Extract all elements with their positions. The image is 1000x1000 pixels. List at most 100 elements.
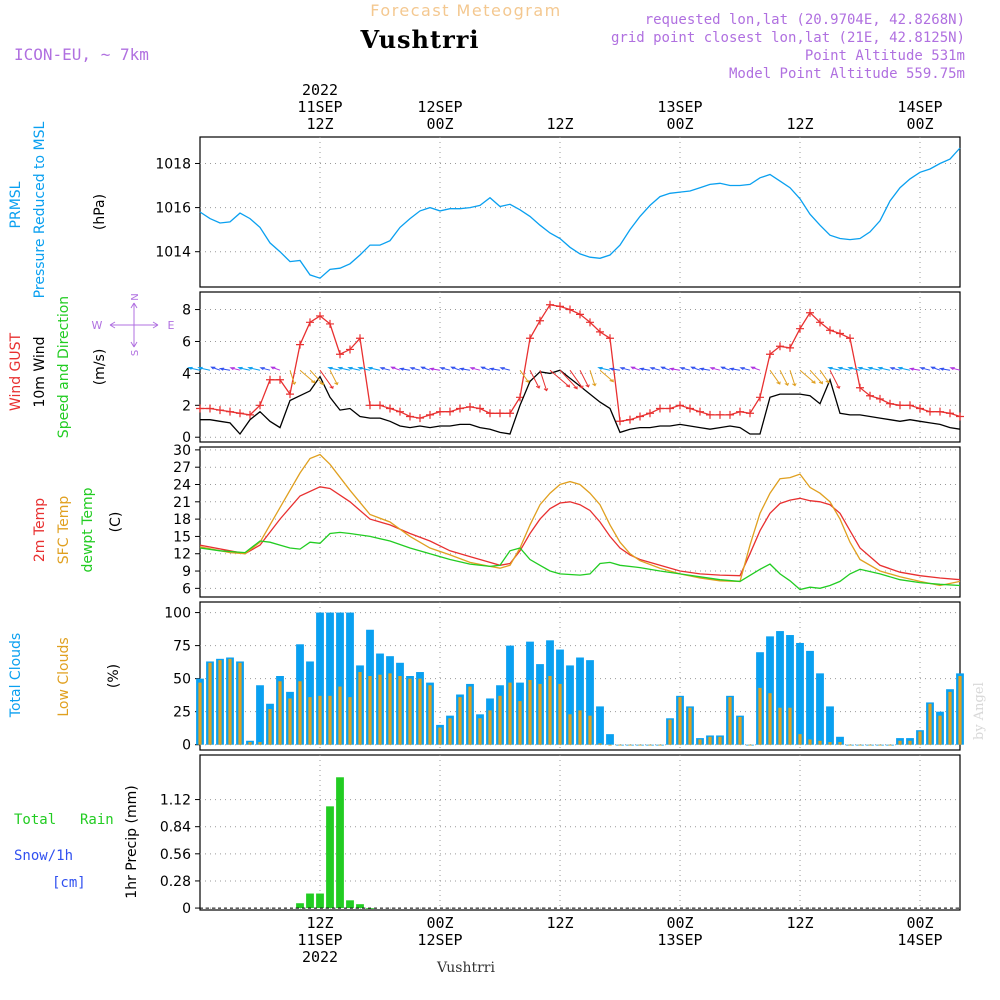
compass-arrows bbox=[109, 302, 159, 348]
bar-low-clouds bbox=[228, 658, 232, 745]
wind-arrow bbox=[499, 367, 511, 371]
bar-low-clouds bbox=[438, 727, 442, 745]
bar-low-clouds bbox=[608, 744, 612, 746]
wind-arrow bbox=[908, 367, 921, 371]
y-tick-label: 15 bbox=[173, 529, 191, 545]
gust-marker bbox=[626, 415, 634, 424]
wind-arrow bbox=[827, 366, 841, 371]
bar-total-clouds bbox=[316, 612, 324, 745]
bar-low-clouds bbox=[468, 686, 472, 745]
gust-marker bbox=[956, 412, 964, 421]
bar-low-clouds bbox=[768, 693, 772, 745]
wind-arrow bbox=[247, 366, 261, 371]
gust-marker bbox=[946, 409, 954, 418]
gust-marker bbox=[866, 391, 874, 400]
time-label: 00Z bbox=[426, 115, 453, 133]
location-title: Vushtrri bbox=[360, 25, 480, 54]
wind-arrow bbox=[649, 367, 661, 371]
panel-label-total: Total bbox=[14, 812, 56, 828]
gust-marker bbox=[296, 340, 304, 349]
bar-low-clouds bbox=[848, 744, 852, 746]
grid-lonlat: grid point closest lon,lat (21E, 42.8125… bbox=[611, 30, 965, 46]
bar-low-clouds bbox=[558, 683, 562, 745]
wind-arrow bbox=[919, 367, 931, 371]
bar-low-clouds bbox=[828, 742, 832, 745]
gust-marker bbox=[446, 407, 454, 416]
gust-marker bbox=[526, 334, 534, 343]
gust-marker bbox=[486, 409, 494, 418]
series-line-2m-temp bbox=[199, 486, 961, 581]
bar-low-clouds bbox=[758, 687, 762, 745]
bar-low-clouds bbox=[258, 742, 262, 745]
gust-marker bbox=[286, 390, 294, 399]
bar-low-clouds bbox=[648, 744, 652, 746]
wind-arrow bbox=[458, 367, 471, 371]
series-line-sfc-temp bbox=[199, 453, 961, 587]
time-label: 12Z bbox=[546, 115, 573, 133]
y-tick-label: 100 bbox=[164, 606, 191, 622]
y-tick-label: 1014 bbox=[155, 245, 191, 261]
bar-low-clouds bbox=[668, 719, 672, 745]
time-label: 00Z bbox=[906, 115, 933, 133]
bar-low-clouds bbox=[218, 660, 222, 745]
bar-low-clouds bbox=[348, 697, 352, 745]
gust-marker bbox=[476, 404, 484, 413]
gust-marker bbox=[206, 404, 214, 413]
y-tick-label: 8 bbox=[182, 303, 191, 319]
bar-total-rain bbox=[296, 903, 304, 909]
wind-arrow bbox=[367, 366, 381, 371]
gust-marker bbox=[576, 310, 584, 319]
wind-arrow bbox=[867, 366, 881, 371]
gust-marker bbox=[246, 410, 254, 419]
wind-arrow bbox=[690, 366, 701, 371]
gust-marker bbox=[856, 383, 864, 392]
bar-total-clouds bbox=[806, 650, 814, 745]
requested-lonlat: requested lon,lat (20.9704E, 42.8268N) bbox=[645, 12, 965, 28]
bar-low-clouds bbox=[278, 681, 282, 745]
wind-arrow bbox=[720, 366, 731, 371]
gust-marker bbox=[316, 311, 324, 320]
bar-low-clouds bbox=[318, 695, 322, 745]
gust-marker bbox=[496, 409, 504, 418]
bar-total-clouds bbox=[326, 612, 334, 745]
bar-low-clouds bbox=[328, 695, 332, 745]
model-point-altitude: Model Point Altitude 559.75m bbox=[729, 66, 965, 82]
wind-arrow bbox=[237, 366, 251, 371]
bar-low-clouds bbox=[908, 740, 912, 745]
wind-arrow bbox=[809, 369, 823, 385]
bar-low-clouds bbox=[738, 716, 742, 745]
wind-arrow bbox=[829, 369, 841, 390]
gust-marker bbox=[926, 407, 934, 416]
watermark: by Angel bbox=[972, 682, 987, 740]
gust-marker bbox=[826, 326, 834, 335]
panel-label: dewpt Temp bbox=[80, 487, 96, 572]
bar-low-clouds bbox=[578, 710, 582, 745]
y-tick-label: 30 bbox=[173, 443, 191, 459]
y-tick-label: 1018 bbox=[155, 156, 191, 172]
gust-marker bbox=[606, 334, 614, 343]
bar-low-clouds bbox=[728, 697, 732, 745]
panel-labels: Total Clouds Low Clouds (%) bbox=[8, 633, 122, 718]
panel-wind: 0 2 4 6 8 Wind GUST 10m Wind Speed and Directio… bbox=[8, 291, 964, 446]
gust-marker bbox=[896, 401, 904, 410]
wind-arrow bbox=[599, 369, 614, 383]
y-tick-label: 2 bbox=[182, 398, 191, 414]
series-line-dewpt-temp bbox=[199, 531, 961, 591]
wind-arrow bbox=[357, 366, 371, 371]
wind-arrow bbox=[439, 367, 451, 371]
bar-low-clouds bbox=[498, 695, 502, 745]
bar-total-clouds bbox=[826, 706, 834, 745]
y-tick-label: 25 bbox=[173, 705, 191, 721]
wind-arrow bbox=[750, 366, 761, 371]
panel-frame bbox=[199, 754, 961, 911]
wind-arrow bbox=[390, 366, 401, 371]
panel-label: PRMSL bbox=[8, 181, 24, 228]
bar-low-clouds bbox=[778, 707, 782, 745]
header: Forecast Meteogram Vushtrri ICON-EU, ~ 7… bbox=[14, 1, 965, 82]
time-label: 2022 bbox=[302, 948, 338, 966]
gust-marker bbox=[436, 407, 444, 416]
gust-marker bbox=[696, 407, 704, 416]
panel-clouds: 0 25 50 75 100 Total Clouds Low Clouds (%) bbox=[8, 601, 964, 754]
wind-arrow bbox=[837, 366, 851, 371]
gust-marker bbox=[596, 327, 604, 336]
